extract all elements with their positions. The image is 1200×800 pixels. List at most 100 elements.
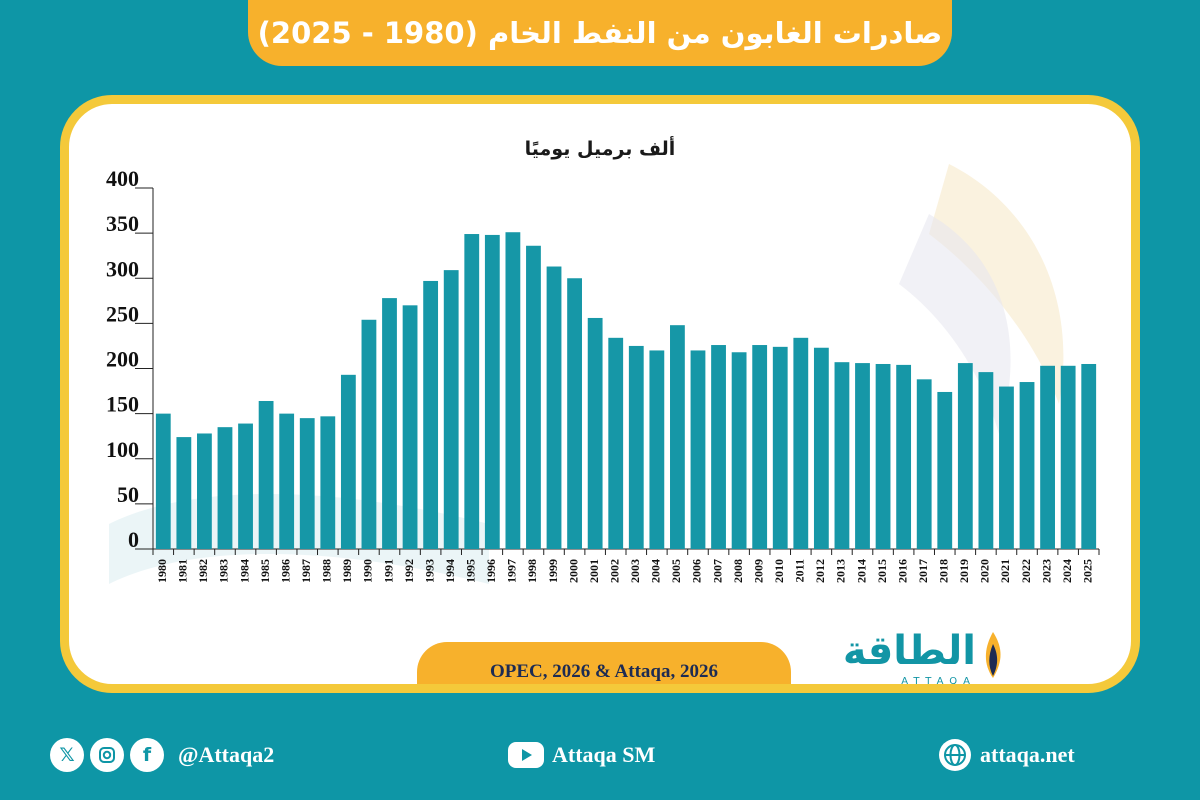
bar-1987 — [299, 418, 315, 549]
flame-drop-icon — [985, 632, 1001, 678]
globe-icon[interactable] — [938, 738, 972, 772]
footer-website: attaqa.net — [938, 728, 1075, 782]
x-tick-label: 2013 — [834, 559, 848, 583]
x-tick-label: 2023 — [1039, 559, 1053, 583]
x-tick-label: 2015 — [875, 559, 889, 583]
bar-2017 — [916, 379, 932, 549]
bar-1997 — [505, 232, 521, 549]
page-title: صادرات الغابون من النفط الخام (1980 - 20… — [248, 0, 952, 66]
footer-youtube: Attaqa SM — [508, 728, 655, 782]
x-tick-label: 1983 — [217, 559, 231, 583]
bar-1993 — [423, 280, 439, 549]
y-unit-label: ألف برميل يوميًا — [524, 138, 676, 160]
bar-2016 — [896, 364, 912, 549]
bar-2007 — [711, 345, 726, 549]
bar-2005 — [670, 325, 685, 549]
bar-2022 — [1019, 382, 1035, 549]
x-tick-label: 2017 — [916, 559, 930, 583]
x-tick-label: 1986 — [278, 559, 292, 583]
bar-1999 — [546, 266, 562, 549]
source-text: OPEC, 2026 & Attaqa, 2026 — [490, 661, 718, 682]
y-tick-label: 350 — [106, 211, 139, 236]
bar-2021 — [999, 386, 1014, 549]
x-tick-label: 2006 — [690, 559, 704, 583]
x-tick-label: 1982 — [196, 559, 210, 583]
y-tick-label: 100 — [106, 437, 139, 462]
x-tick-label: 1997 — [505, 559, 519, 583]
x-tick-label: 1981 — [176, 559, 190, 583]
x-tick-label: 1998 — [525, 559, 539, 583]
x-icon[interactable]: 𝕏 — [50, 738, 84, 772]
bar-2010 — [772, 346, 788, 549]
bar-chart: 0 50 100 150 200 250 300 350 400 1980 1981 1982 1983… — [106, 166, 1100, 583]
page-title-text: صادرات الغابون من النفط الخام (1980 - 20… — [257, 16, 943, 50]
bar-2013 — [834, 362, 850, 549]
bar-2012 — [813, 347, 829, 549]
x-tick-label: 1984 — [237, 559, 251, 583]
bar-1990 — [361, 319, 377, 549]
x-tick-label: 1996 — [484, 559, 498, 583]
bar-2015 — [875, 363, 891, 549]
x-tick-label: 2012 — [813, 559, 827, 583]
footer-social: 𝕏 f @Attaqa2 — [50, 728, 274, 782]
bar-2004 — [649, 350, 665, 549]
x-tick-label: 2016 — [895, 559, 909, 583]
y-tick-label: 400 — [106, 166, 139, 191]
bar-1994 — [443, 270, 459, 549]
x-tick-label: 1990 — [361, 559, 375, 583]
x-tick-label: 1995 — [464, 559, 478, 583]
bar-2014 — [855, 363, 870, 549]
x-tick-label: 2005 — [669, 559, 683, 583]
x-tick-label: 2019 — [957, 559, 971, 583]
x-tick-label: 2001 — [587, 559, 601, 583]
bar-1980 — [155, 413, 171, 549]
bar-2002 — [608, 337, 624, 549]
bar-1996 — [484, 234, 500, 549]
y-tick-label: 150 — [106, 392, 139, 417]
bar-2003 — [628, 345, 644, 549]
x-tick-label: 2021 — [998, 559, 1012, 583]
x-tick-label: 2003 — [628, 559, 642, 583]
x-tick-label: 2018 — [937, 559, 951, 583]
bar-2001 — [587, 317, 603, 549]
bar-1981 — [176, 437, 192, 549]
x-tick-label: 1987 — [299, 559, 313, 583]
bar-1995 — [464, 234, 480, 549]
source-note: OPEC, 2026 & Attaqa, 2026 — [417, 642, 791, 684]
x-tick-label: 1993 — [422, 559, 436, 583]
x-tick-label: 2000 — [566, 559, 580, 583]
x-tick-label: 2008 — [731, 559, 745, 583]
youtube-channel[interactable]: Attaqa SM — [552, 742, 656, 767]
instagram-icon[interactable] — [90, 738, 124, 772]
y-tick-label: 200 — [106, 347, 139, 372]
attaqa-logo: الطاقة ATTAQA — [814, 626, 1014, 687]
bar-2000 — [567, 278, 582, 549]
bar-1998 — [526, 245, 541, 549]
bar-2008 — [731, 352, 747, 549]
x-tick-label: 1989 — [340, 559, 354, 583]
x-tick-label: 2014 — [854, 559, 868, 583]
bar-2024 — [1060, 365, 1076, 549]
facebook-icon[interactable]: f — [130, 738, 164, 772]
bar-1985 — [258, 400, 274, 549]
bar-1983 — [217, 427, 233, 549]
bar-2019 — [957, 363, 973, 549]
x-tick-label: 2011 — [793, 559, 807, 582]
social-handle[interactable]: @Attaqa2 — [178, 742, 275, 767]
bar-2018 — [937, 391, 953, 549]
bar-1982 — [197, 433, 212, 549]
y-tick-label: 0 — [128, 527, 139, 552]
bar-2025 — [1081, 363, 1097, 549]
youtube-icon[interactable] — [508, 742, 544, 768]
bar-1989 — [340, 374, 356, 549]
logo-latin: ATTAQA — [901, 676, 976, 687]
bar-2011 — [793, 337, 809, 549]
chart-card: ألف برميل يوميًا 0 50 100 150 200 250 300 350 40… — [60, 95, 1140, 693]
bar-2006 — [690, 350, 706, 549]
x-tick-label: 1985 — [258, 559, 272, 583]
x-tick-label: 2010 — [772, 559, 786, 583]
x-tick-label: 2022 — [1019, 559, 1033, 583]
bar-1991 — [382, 298, 397, 549]
x-tick-label: 1992 — [402, 559, 416, 583]
website-link[interactable]: attaqa.net — [980, 742, 1075, 767]
